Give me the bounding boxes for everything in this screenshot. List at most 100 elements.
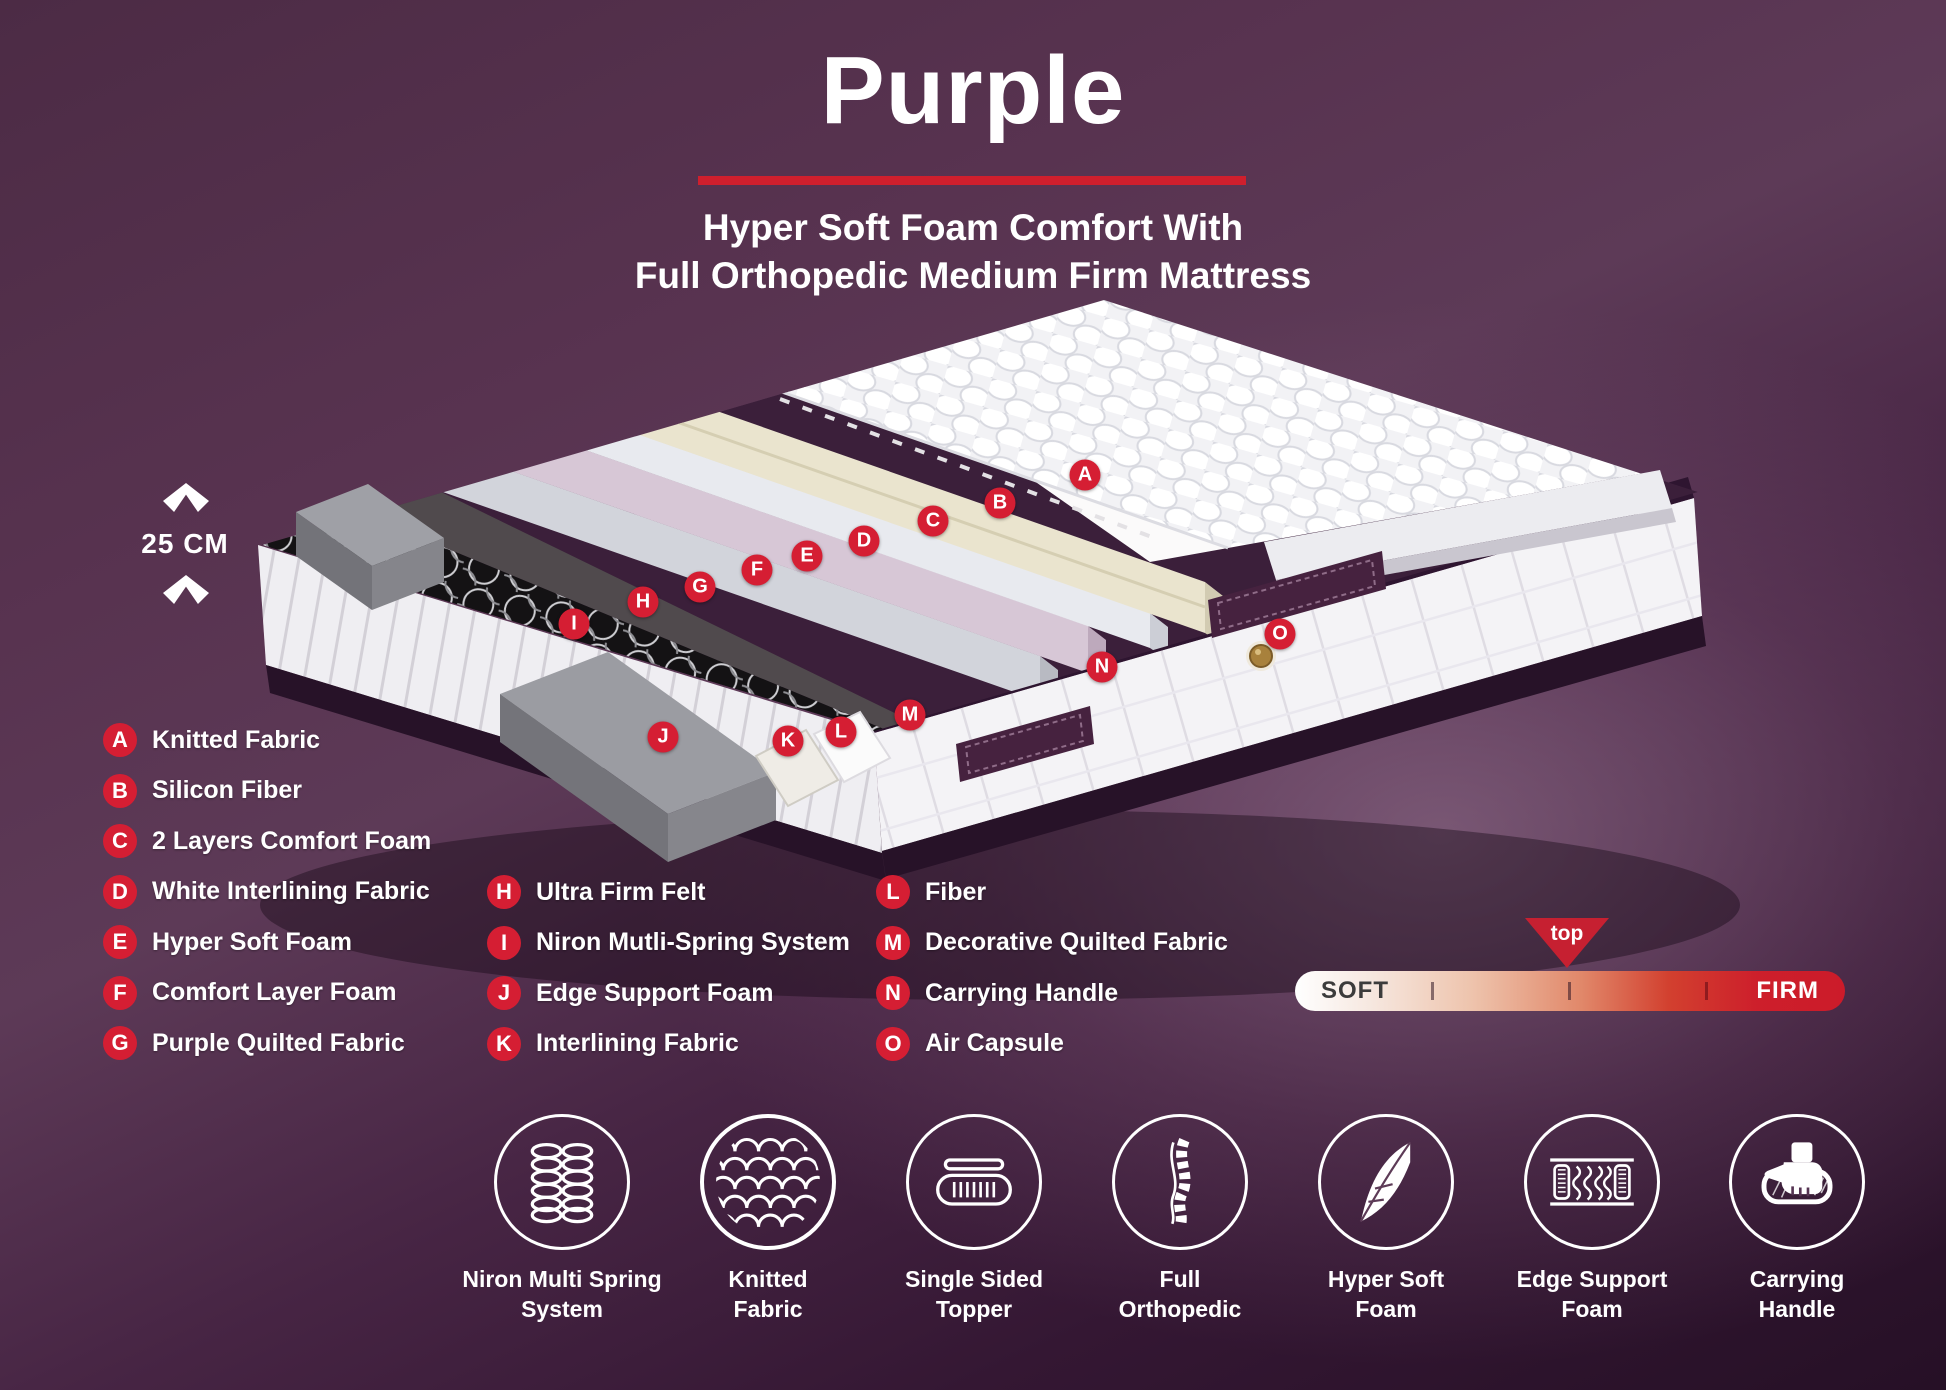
feature-label-line1: Niron Multi Spring xyxy=(462,1266,662,1292)
diagram-badge-d: D xyxy=(848,525,880,557)
subtitle-line-2: Full Orthopedic Medium Firm Mattress xyxy=(634,255,1312,296)
legend-item-edge-support-foam: J Edge Support Foam xyxy=(487,976,850,1010)
legend-badge-b: B xyxy=(103,773,137,808)
legend-badge-l: L xyxy=(876,875,910,909)
legend-label: Fiber xyxy=(925,877,987,906)
firmness-marker-label: top xyxy=(1550,922,1584,945)
single-sided-topper-icon xyxy=(906,1114,1042,1250)
firmness-tick-25 xyxy=(1431,982,1434,1000)
full-orthopedic-icon xyxy=(1112,1114,1248,1250)
legend-item-hyper-soft-foam: E Hyper Soft Foam xyxy=(103,925,431,959)
legend-label: Comfort Layer Foam xyxy=(152,978,397,1006)
feature-hyper-soft-foam: Hyper Soft Foam xyxy=(1281,1114,1491,1324)
title-underline xyxy=(698,176,1246,185)
pillowtop-front-shadow xyxy=(1276,508,1676,594)
feature-label-line2: Handle xyxy=(1758,1296,1836,1322)
firmness-tick-75 xyxy=(1705,982,1708,1000)
edge-support-block-left xyxy=(296,484,444,610)
feature-full-orthopedic: Full Orthopedic xyxy=(1075,1114,1285,1324)
legend-badge-n: N xyxy=(876,976,910,1010)
legend-item-comfort-layer-foam: F Comfort Layer Foam xyxy=(103,975,431,1010)
legend-item-carrying-handle: N Carrying Handle xyxy=(876,976,1228,1010)
feature-label-line1: Single Sided xyxy=(904,1266,1044,1292)
edge-support-foam-icon xyxy=(1524,1114,1660,1250)
feature-label-line1: Hyper Soft xyxy=(1327,1266,1445,1292)
firmness-firm-label: FIRM xyxy=(1756,977,1819,1004)
subtitle-line-1: Hyper Soft Foam Comfort With xyxy=(702,207,1244,248)
legend-item-knitted-fabric: A Knitted Fabric xyxy=(103,723,431,757)
pillowtop-front-face xyxy=(1264,470,1672,580)
feature-knitted-fabric: Knitted Fabric xyxy=(663,1114,873,1324)
diagram-badge-c: C xyxy=(917,505,949,537)
legend-label: Hyper Soft Foam xyxy=(152,927,353,956)
diagram-badge-g: G xyxy=(684,571,716,603)
feature-label-line2: System xyxy=(521,1296,603,1322)
legend-label: Silicon Fiber xyxy=(152,776,303,804)
feature-edge-support-foam: Edge Support Foam xyxy=(1487,1114,1697,1324)
legend-item-ultra-firm-felt: H Ultra Firm Felt xyxy=(487,875,850,909)
layer-d-endface xyxy=(1150,613,1168,660)
layer-c-endface xyxy=(1205,582,1223,645)
legend-item-white-interlining-fabric: D White Interlining Fabric xyxy=(103,874,431,909)
feature-multi-spring: Niron Multi Spring System xyxy=(457,1114,667,1324)
layer-comfort-layer-foam xyxy=(300,397,1040,701)
diagram-badge-n: N xyxy=(1086,651,1118,683)
legend-label: Decorative Quilted Fabric xyxy=(925,928,1228,956)
legend-badge-g: G xyxy=(103,1026,137,1060)
legend-column-1: A Knitted Fabric B Silicon Fiber C 2 Lay… xyxy=(103,723,431,1077)
layer-purple-quilted-fabric xyxy=(262,300,1698,731)
legend-item-decorative-quilted-fabric: M Decorative Quilted Fabric xyxy=(876,925,1228,960)
feature-label-line2: Foam xyxy=(1355,1296,1417,1322)
carrying-handle-icon xyxy=(1729,1114,1865,1250)
legend-label: Interlining Fabric xyxy=(536,1029,739,1057)
mattress-height-label: 25 CM xyxy=(141,528,229,559)
layer-hyper-soft-foam xyxy=(300,350,1088,673)
legend-badge-e: E xyxy=(103,925,137,959)
feature-label-line1: Carrying xyxy=(1749,1266,1845,1292)
mattress-side-right xyxy=(874,498,1702,851)
triangle-down-icon xyxy=(1525,918,1609,968)
legend-badge-j: J xyxy=(487,976,521,1010)
legend-badge-a: A xyxy=(103,723,137,757)
legend-label: 2 Layers Comfort Foam xyxy=(152,826,432,855)
legend-badge-i: I xyxy=(487,925,521,960)
layer-white-interlining xyxy=(300,316,1150,648)
feature-label-line2: Orthopedic xyxy=(1118,1296,1242,1322)
carrying-handle-front xyxy=(956,706,1094,782)
legend-item-purple-quilted-fabric: G Purple Quilted Fabric xyxy=(103,1026,431,1060)
diagram-badge-k: K xyxy=(772,725,804,757)
legend-item-fiber: L Fiber xyxy=(876,875,1228,909)
diagram-badge-a: A xyxy=(1069,459,1101,491)
mattress-bottom-band-right xyxy=(882,616,1706,879)
legend-badge-d: D xyxy=(103,874,137,909)
firmness-top-marker: top xyxy=(1525,918,1609,970)
diagram-badge-m: M xyxy=(894,699,926,731)
legend-label: Air Capsule xyxy=(925,1029,1064,1057)
legend-badge-h: H xyxy=(487,875,521,909)
feature-label-line2: Topper xyxy=(935,1296,1013,1322)
diagram-badge-h: H xyxy=(627,586,659,618)
chevron-up-icon-lower xyxy=(163,575,209,604)
legend-badge-o: O xyxy=(876,1026,910,1061)
legend-label: Purple Quilted Fabric xyxy=(152,1028,405,1057)
legend-badge-k: K xyxy=(487,1026,521,1061)
firmness-soft-label: SOFT xyxy=(1321,977,1389,1004)
edge-support-block-front xyxy=(500,652,776,862)
legend-label: Ultra Firm Felt xyxy=(536,877,706,906)
feature-label-line1: Edge Support xyxy=(1516,1266,1668,1292)
layer-spring-system xyxy=(262,500,930,731)
legend-item-silicon-fiber: B Silicon Fiber xyxy=(103,773,431,808)
legend-label: White Interlining Fabric xyxy=(152,877,430,905)
multi-spring-icon xyxy=(494,1114,630,1250)
legend-badge-c: C xyxy=(103,824,137,858)
carrying-handle-right xyxy=(1208,551,1386,638)
hyper-soft-foam-icon xyxy=(1318,1114,1454,1250)
diagram-badge-f: F xyxy=(741,554,773,586)
feature-label-line1: Full xyxy=(1159,1266,1201,1292)
feature-label-line2: Fabric xyxy=(733,1296,803,1322)
diagram-badge-i: I xyxy=(558,608,590,640)
legend-label: Niron Mutli-Spring System xyxy=(536,928,850,956)
legend-column-2: H Ultra Firm Felt I Niron Mutli-Spring S… xyxy=(487,875,850,1077)
feature-carrying-handle: Carrying Handle xyxy=(1692,1114,1902,1324)
